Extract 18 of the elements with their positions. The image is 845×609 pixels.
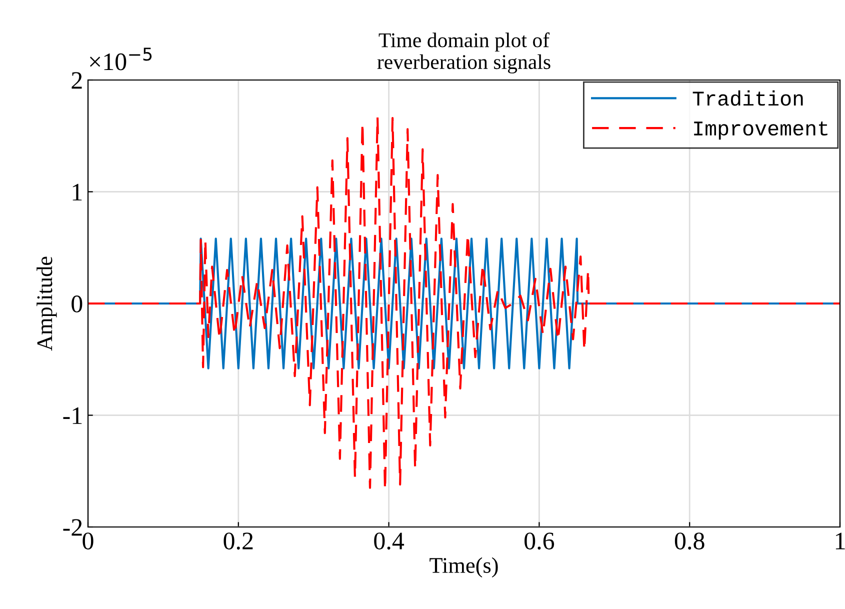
x-tick-label: 0.8 (674, 532, 704, 550)
legend-label: Tradition (692, 90, 803, 106)
y-tick-label: 0 (72, 296, 82, 312)
x-tick-label: 0.6 (524, 532, 554, 550)
x-tick-label: 0.2 (224, 532, 253, 550)
y-tick-label: 1 (72, 184, 82, 200)
x-tick-label: 0.4 (374, 532, 404, 550)
y-tick-label: -2 (63, 519, 82, 536)
chart-title: Time domain plot of reverberation signals (377, 32, 550, 74)
x-tick-label: 1 (836, 532, 845, 550)
text: ×10$^{−5}$ (90, 48, 152, 70)
x-axis-title: Time(s) (430, 557, 498, 578)
y-tick-label: -1 (63, 407, 82, 424)
x-tick-label: 0 (82, 532, 94, 550)
y-axis-title: Amplitude (36, 256, 57, 351)
y-tick-label: 2 (72, 72, 82, 89)
legend-label: Improvement (694, 121, 828, 140)
line-series (88, 116, 840, 492)
